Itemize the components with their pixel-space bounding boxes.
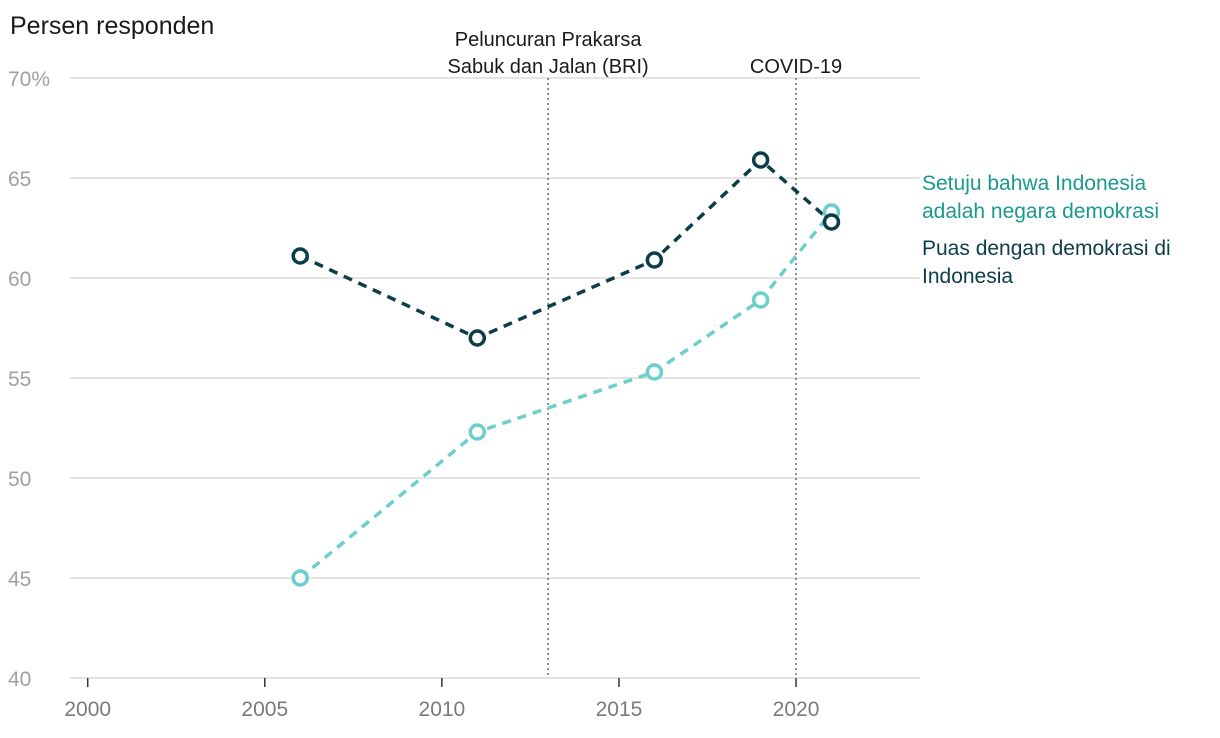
legend-line: Setuju bahwa Indonesia <box>922 172 1147 195</box>
series-line-0 <box>299 210 833 580</box>
y-tick-label-55: 55 <box>8 368 31 391</box>
data-point-0-2006 <box>291 569 309 587</box>
gridlines <box>70 77 920 679</box>
data-point-1-2019 <box>751 151 770 169</box>
legend-item-satisfied-democracy: Puas dengan demokrasi di Indonesia <box>922 235 1212 291</box>
legend-line: Puas dengan demokrasi di <box>922 237 1171 260</box>
annotation-label-1-0: COVID-19 <box>750 56 842 78</box>
annotation-label-0-0: Peluncuran Prakarsa <box>455 29 643 51</box>
x-tick-label-2005: 2005 <box>241 698 288 721</box>
y-tick-label-65: 65 <box>8 168 31 191</box>
data-point-1-2021 <box>822 213 841 231</box>
data-point-1-2006 <box>291 247 309 265</box>
x-tick-label-2020: 2020 <box>773 698 820 721</box>
x-tick-label-2000: 2000 <box>64 698 111 721</box>
annotation-label-0-1: Sabuk dan Jalan (BRI) <box>448 56 649 78</box>
x-tick-label-2015: 2015 <box>596 698 643 721</box>
x-tick-label-2010: 2010 <box>419 698 466 721</box>
legend-item-agree-democracy: Setuju bahwa Indonesia adalah negara demo… <box>922 170 1212 226</box>
series-points <box>291 151 841 587</box>
y-tick-label-50: 50 <box>8 468 31 491</box>
y-tick-label-60: 60 <box>8 268 31 291</box>
legend-line: Indonesia <box>922 265 1014 288</box>
data-point-0-2016 <box>645 363 664 381</box>
y-axis-title: Persen responden <box>10 12 215 40</box>
x-axis: 2000 2005 2010 2015 2020 <box>64 678 819 721</box>
y-axis: 40 45 50 55 60 65 70% <box>8 68 50 691</box>
y-tick-label-45: 45 <box>8 568 31 591</box>
data-point-0-2019 <box>751 291 770 309</box>
series-line-1 <box>299 158 833 340</box>
data-point-1-2011 <box>468 329 487 347</box>
data-point-0-2011 <box>468 423 487 441</box>
y-tick-label-40: 40 <box>8 668 31 691</box>
data-point-1-2016 <box>645 251 664 269</box>
event-annotations: Peluncuran Prakarsa Sabuk dan Jalan (BRI)… <box>448 29 842 678</box>
y-tick-label-70: 70% <box>8 68 50 91</box>
series-lines <box>299 158 833 580</box>
legend-line: adalah negara demokrasi <box>922 200 1159 223</box>
